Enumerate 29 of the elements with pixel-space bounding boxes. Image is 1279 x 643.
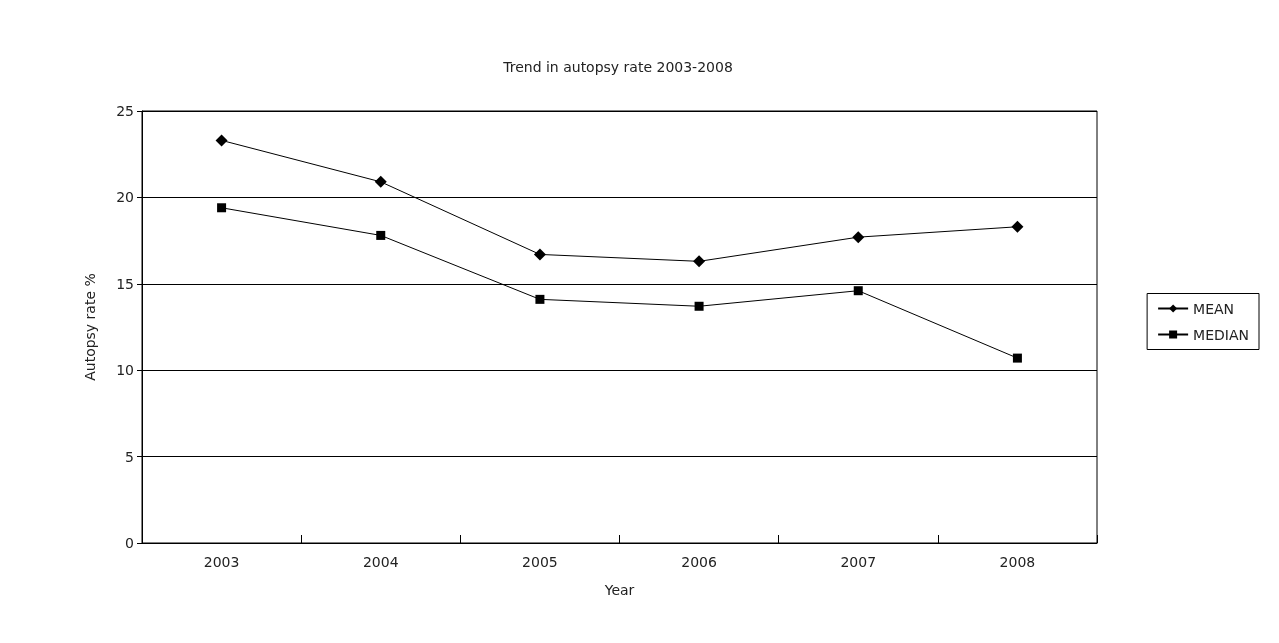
point bbox=[1011, 220, 1024, 233]
point bbox=[1012, 353, 1022, 363]
x-tick-label: 2005 bbox=[522, 554, 558, 570]
x-axis-title: Year bbox=[603, 582, 635, 598]
point bbox=[693, 255, 706, 268]
point bbox=[694, 301, 704, 311]
y-tick-label: 10 bbox=[116, 362, 134, 379]
legend-label: MEDIAN bbox=[1193, 326, 1250, 343]
point bbox=[852, 231, 865, 244]
y-tick-label: 5 bbox=[125, 448, 134, 465]
x-tick-label: 2007 bbox=[840, 554, 877, 570]
point bbox=[374, 175, 387, 188]
x-tick-label: 2003 bbox=[203, 554, 240, 570]
x-tick-label: 2004 bbox=[362, 554, 399, 570]
point bbox=[853, 286, 863, 296]
point bbox=[535, 294, 545, 304]
point bbox=[376, 230, 386, 240]
y-tick-label: 0 bbox=[125, 535, 134, 551]
y-tick-label: 25 bbox=[116, 103, 134, 119]
point bbox=[215, 134, 228, 147]
chart-title: Trend in autopsy rate 2003-2008 bbox=[502, 59, 733, 75]
x-tick-label: 2008 bbox=[999, 554, 1036, 570]
x-tick-label: 2006 bbox=[681, 554, 717, 570]
y-tick-label: 15 bbox=[116, 275, 134, 292]
point bbox=[533, 248, 546, 261]
y-tick-label: 20 bbox=[116, 189, 134, 206]
y-axis-title: Autopsy rate % bbox=[82, 273, 98, 381]
point bbox=[217, 203, 227, 213]
legend-label: MEAN bbox=[1193, 300, 1235, 317]
